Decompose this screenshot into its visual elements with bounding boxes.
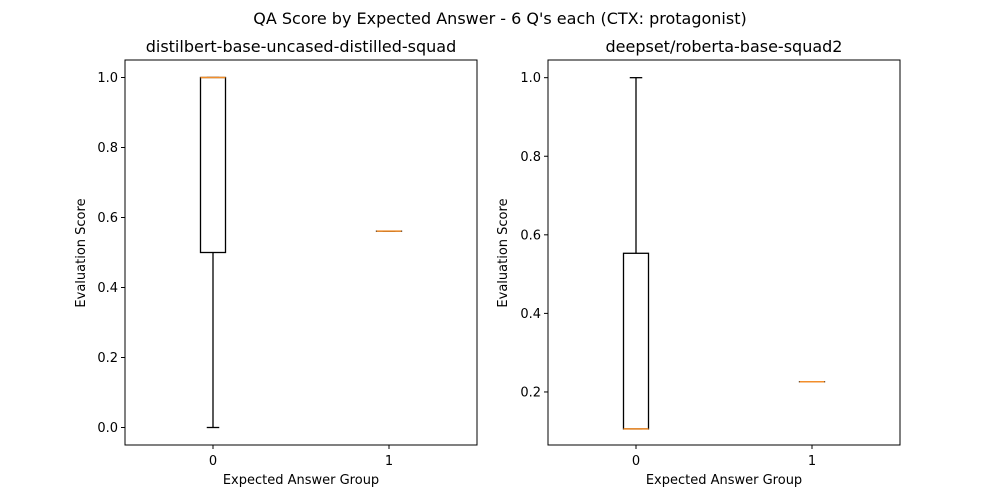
x-tick-label: 0 — [632, 454, 640, 469]
figure-title: QA Score by Expected Answer - 6 Q's each… — [253, 9, 746, 28]
subplot-title: deepset/roberta-base-squad2 — [606, 37, 843, 56]
plot-frame — [547, 59, 901, 446]
x-tick-label: 1 — [808, 454, 816, 469]
iqr-box — [622, 252, 650, 430]
x-tick-label: 0 — [209, 454, 217, 469]
x-tick-label: 1 — [385, 454, 393, 469]
y-tick-label: 0.0 — [97, 421, 118, 436]
iqr-box — [199, 76, 227, 254]
y-tick-label: 0.6 — [520, 228, 541, 243]
y-tick-label: 0.4 — [520, 307, 541, 322]
subplot-roberta: deepset/roberta-base-squad2 Expected Ans… — [496, 37, 901, 488]
subplot-distilbert: distilbert-base-uncased-distilled-squad … — [74, 37, 478, 488]
y-axis-label: Evaluation Score — [74, 198, 89, 307]
y-tick-label: 0.6 — [97, 211, 118, 226]
y-tick-label: 0.8 — [520, 150, 541, 165]
y-tick-label: 1.0 — [97, 71, 118, 86]
subplot-title: distilbert-base-uncased-distilled-squad — [146, 37, 457, 56]
x-axis-label: Expected Answer Group — [223, 473, 379, 488]
plot-frame — [124, 59, 478, 446]
y-tick-label: 1.0 — [520, 71, 541, 86]
y-tick-label: 0.4 — [97, 281, 118, 296]
y-axis-label: Evaluation Score — [496, 198, 511, 307]
y-tick-label: 0.8 — [97, 141, 118, 156]
box-group-0 — [199, 76, 227, 429]
x-axis-label: Expected Answer Group — [646, 473, 802, 488]
y-tick-label: 0.2 — [97, 351, 118, 366]
box-group-0 — [622, 77, 650, 430]
y-tick-label: 0.2 — [520, 385, 541, 400]
